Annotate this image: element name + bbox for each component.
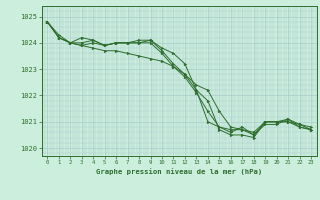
X-axis label: Graphe pression niveau de la mer (hPa): Graphe pression niveau de la mer (hPa) [96, 168, 262, 175]
